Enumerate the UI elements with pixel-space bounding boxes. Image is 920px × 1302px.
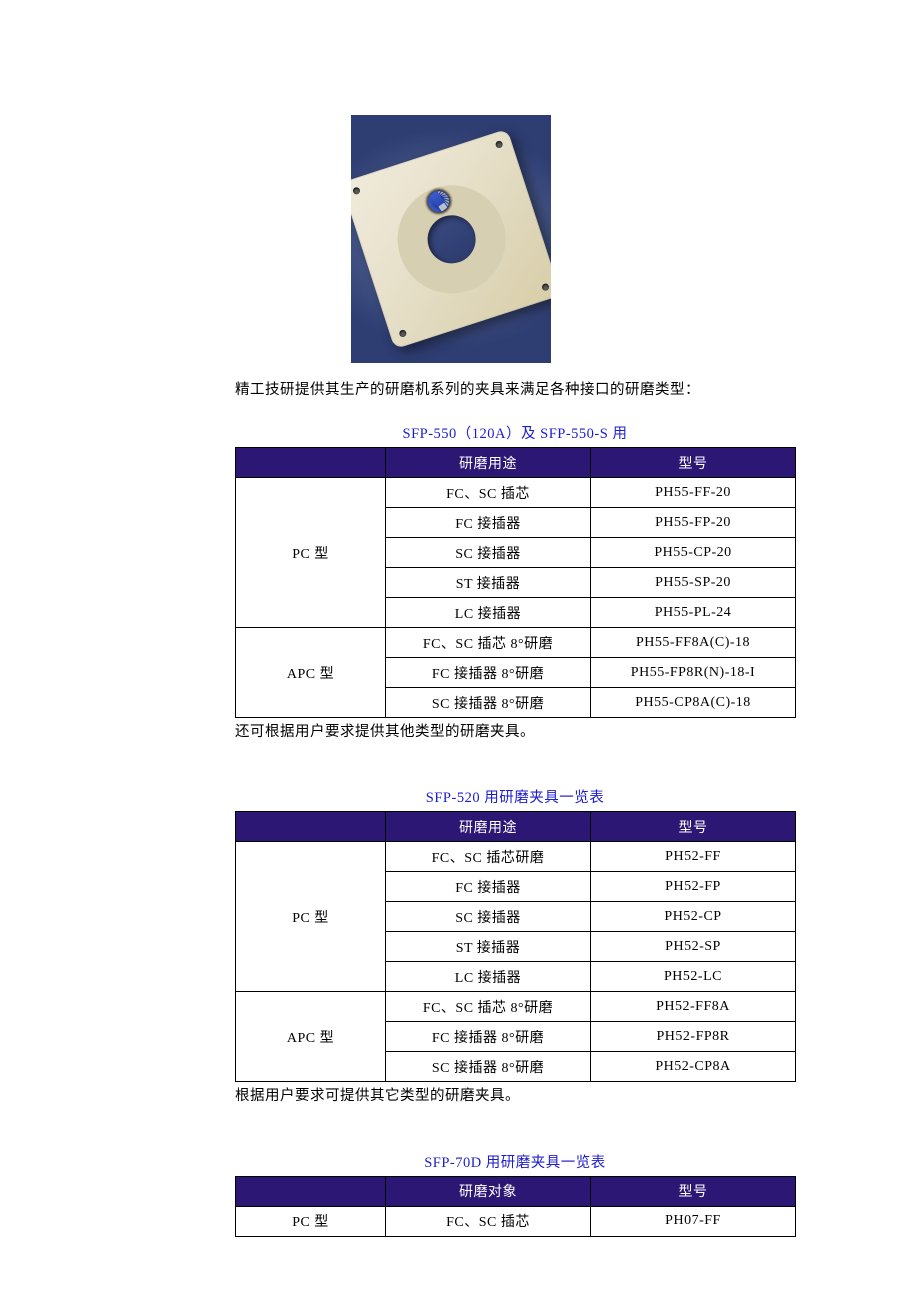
category-cell: APC 型 bbox=[236, 992, 386, 1082]
model-cell: PH55-PL-24 bbox=[591, 598, 796, 628]
model-cell: PH55-CP-20 bbox=[591, 538, 796, 568]
table2-title: SFP-520 用研磨夹具一览表 bbox=[235, 786, 795, 807]
use-cell: FC 接插器 8°研磨 bbox=[386, 658, 591, 688]
use-cell: ST 接插器 bbox=[386, 932, 591, 962]
table2-header-cat bbox=[236, 812, 386, 842]
use-cell: LC 接插器 bbox=[386, 962, 591, 992]
table1-section: SFP-550（120A）及 SFP-550-S 用 研磨用途 型号 PC 型F… bbox=[235, 422, 795, 744]
model-cell: PH52-CP8A bbox=[591, 1052, 796, 1082]
use-cell: FC 接插器 8°研磨 bbox=[386, 1022, 591, 1052]
model-cell: PH55-SP-20 bbox=[591, 568, 796, 598]
table3-header-cat bbox=[236, 1176, 386, 1206]
table-row: APC 型FC、SC 插芯 8°研磨PH55-FF8A(C)-18 bbox=[236, 628, 796, 658]
intro-text: 精工技研提供其生产的研磨机系列的夹具来满足各种接口的研磨类型： bbox=[235, 379, 795, 402]
table1-title: SFP-550（120A）及 SFP-550-S 用 bbox=[235, 422, 795, 443]
table-row: PC 型FC、SC 插芯PH07-FF bbox=[236, 1206, 796, 1236]
use-cell: ST 接插器 bbox=[386, 568, 591, 598]
table2-header-model: 型号 bbox=[591, 812, 796, 842]
use-cell: FC 接插器 bbox=[386, 508, 591, 538]
table2-section: SFP-520 用研磨夹具一览表 研磨用途 型号 PC 型FC、SC 插芯研磨P… bbox=[235, 786, 795, 1108]
table3-section: SFP-70D 用研磨夹具一览表 研磨对象 型号 PC 型FC、SC 插芯PH0… bbox=[235, 1151, 795, 1237]
use-cell: SC 接插器 8°研磨 bbox=[386, 1052, 591, 1082]
use-cell: FC、SC 插芯 bbox=[386, 1206, 591, 1236]
table1-footnote: 还可根据用户要求提供其他类型的研磨夹具。 bbox=[235, 721, 795, 744]
model-cell: PH55-FF8A(C)-18 bbox=[591, 628, 796, 658]
model-cell: PH52-SP bbox=[591, 932, 796, 962]
model-cell: PH52-FF8A bbox=[591, 992, 796, 1022]
category-cell: PC 型 bbox=[236, 1206, 386, 1236]
model-cell: PH52-CP bbox=[591, 902, 796, 932]
model-cell: PH52-FF bbox=[591, 842, 796, 872]
use-cell: FC、SC 插芯 bbox=[386, 478, 591, 508]
use-cell: FC、SC 插芯 8°研磨 bbox=[386, 628, 591, 658]
model-cell: PH52-LC bbox=[591, 962, 796, 992]
table2-header-use: 研磨用途 bbox=[386, 812, 591, 842]
model-cell: PH55-CP8A(C)-18 bbox=[591, 688, 796, 718]
table-row: APC 型FC、SC 插芯 8°研磨PH52-FF8A bbox=[236, 992, 796, 1022]
model-cell: PH52-FP8R bbox=[591, 1022, 796, 1052]
table1-header-cat bbox=[236, 448, 386, 478]
category-cell: PC 型 bbox=[236, 478, 386, 628]
use-cell: FC、SC 插芯研磨 bbox=[386, 842, 591, 872]
model-cell: PH07-FF bbox=[591, 1206, 796, 1236]
use-cell: FC 接插器 bbox=[386, 872, 591, 902]
table2: 研磨用途 型号 PC 型FC、SC 插芯研磨PH52-FFFC 接插器PH52-… bbox=[235, 811, 796, 1082]
use-cell: SC 接插器 bbox=[386, 538, 591, 568]
table3-header-model: 型号 bbox=[591, 1176, 796, 1206]
category-cell: PC 型 bbox=[236, 842, 386, 992]
table1: 研磨用途 型号 PC 型FC、SC 插芯PH55-FF-20FC 接插器PH55… bbox=[235, 447, 796, 718]
product-image bbox=[351, 115, 551, 363]
model-cell: PH52-FP bbox=[591, 872, 796, 902]
table-row: PC 型FC、SC 插芯PH55-FF-20 bbox=[236, 478, 796, 508]
model-cell: PH55-FP8R(N)-18-I bbox=[591, 658, 796, 688]
table3: 研磨对象 型号 PC 型FC、SC 插芯PH07-FF bbox=[235, 1176, 796, 1237]
model-cell: PH55-FF-20 bbox=[591, 478, 796, 508]
use-cell: LC 接插器 bbox=[386, 598, 591, 628]
use-cell: SC 接插器 8°研磨 bbox=[386, 688, 591, 718]
table-row: PC 型FC、SC 插芯研磨PH52-FF bbox=[236, 842, 796, 872]
table1-header-use: 研磨用途 bbox=[386, 448, 591, 478]
use-cell: FC、SC 插芯 8°研磨 bbox=[386, 992, 591, 1022]
model-cell: PH55-FP-20 bbox=[591, 508, 796, 538]
use-cell: SC 接插器 bbox=[386, 902, 591, 932]
table2-footnote: 根据用户要求可提供其它类型的研磨夹具。 bbox=[235, 1085, 795, 1108]
category-cell: APC 型 bbox=[236, 628, 386, 718]
table3-title: SFP-70D 用研磨夹具一览表 bbox=[235, 1151, 795, 1172]
table1-header-model: 型号 bbox=[591, 448, 796, 478]
table3-header-use: 研磨对象 bbox=[386, 1176, 591, 1206]
